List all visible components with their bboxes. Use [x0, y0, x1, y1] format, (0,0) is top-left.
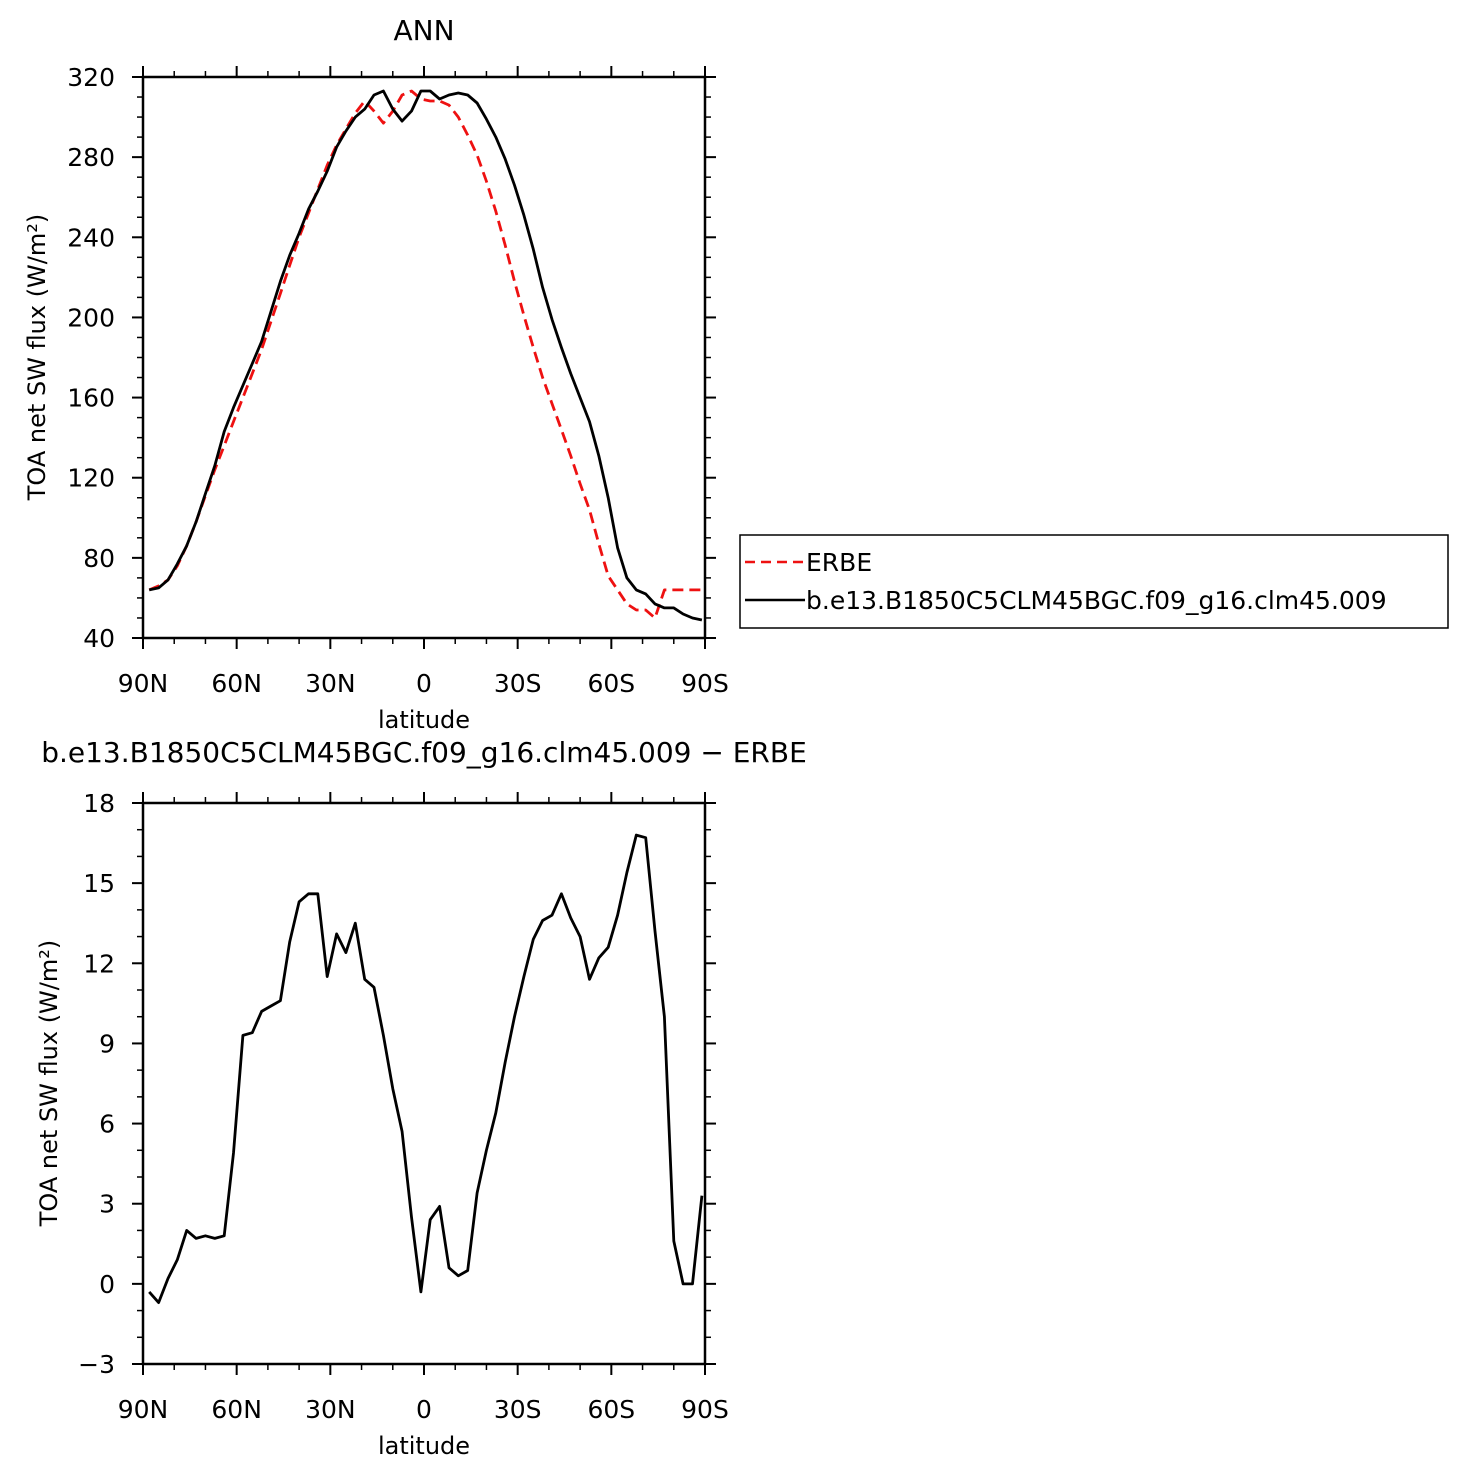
bottom-x-tick-label: 30N [305, 1395, 356, 1424]
bottom-x-axis-label: latitude [378, 1432, 470, 1460]
legend: ERBE b.e13.B1850C5CLM45BGC.f09_g16.clm45… [739, 534, 1449, 629]
top-x-axis-label: latitude [378, 706, 470, 734]
top-series [148, 89, 703, 622]
top-x-tick-label: 60S [587, 669, 635, 698]
top-y-tick-label: 280 [67, 143, 115, 172]
top-y-tick-label: 40 [83, 624, 115, 653]
top-panel: ANN latitude TOA net SW flux (W/m²) 90N 6… [23, 14, 729, 734]
bottom-panel: b.e13.B1850C5CLM45BGC.f09_g16.clm45.009 … [35, 736, 807, 1460]
bottom-title: b.e13.B1850C5CLM45BGC.f09_g16.clm45.009 … [41, 736, 807, 769]
bottom-y-axis-label: TOA net SW flux (W/m²) [35, 940, 63, 1228]
bottom-ticks: 90N 60N 30N 0 30S 60S 90S −3 0 3 6 9 12 15 18 [78, 789, 729, 1424]
bottom-x-tick-label: 90S [681, 1395, 729, 1424]
top-series-line-1 [148, 89, 703, 622]
top-y-tick-label: 80 [83, 544, 115, 573]
top-y-tick-label: 120 [67, 464, 115, 493]
bottom-y-tick-label: 3 [99, 1190, 115, 1219]
top-y-tick-label: 160 [67, 384, 115, 413]
top-y-tick-label: 200 [67, 303, 115, 332]
bottom-series-line-0 [148, 833, 704, 1304]
legend-label-model: b.e13.B1850C5CLM45BGC.f09_g16.clm45.009 [806, 586, 1387, 615]
top-x-tick-label: 60N [211, 669, 262, 698]
legend-label-erbe: ERBE [806, 548, 872, 577]
top-x-tick-label: 0 [416, 669, 432, 698]
bottom-x-tick-label: 0 [416, 1395, 432, 1424]
top-ticks: 90N 60N 30N 0 30S 60S 90S 40 80 120 160 200 240 280 32… [67, 63, 729, 698]
legend-box [739, 534, 1449, 629]
bottom-x-tick-label: 60S [587, 1395, 635, 1424]
bottom-y-tick-label: 15 [83, 869, 115, 898]
top-plot-frame [141, 75, 707, 640]
top-x-tick-label: 30S [494, 669, 542, 698]
bottom-y-tick-label: 9 [99, 1029, 115, 1058]
bottom-x-tick-label: 30S [494, 1395, 542, 1424]
top-series-line-0 [148, 89, 702, 620]
top-x-tick-label: 30N [305, 669, 356, 698]
top-title: ANN [393, 14, 454, 47]
top-y-tick-label: 320 [67, 63, 115, 92]
bottom-y-tick-label: 12 [83, 949, 115, 978]
bottom-plot-frame [141, 801, 707, 1366]
top-y-tick-label: 240 [67, 223, 115, 252]
bottom-y-tick-label: 0 [99, 1270, 115, 1299]
bottom-x-tick-label: 90N [118, 1395, 169, 1424]
bottom-x-tick-label: 60N [211, 1395, 262, 1424]
bottom-series [148, 833, 704, 1304]
bottom-y-tick-label: −3 [78, 1350, 115, 1379]
top-x-tick-label: 90S [681, 669, 729, 698]
top-y-axis-label: TOA net SW flux (W/m²) [23, 214, 51, 502]
bottom-y-tick-label: 6 [99, 1110, 115, 1139]
top-x-tick-label: 90N [118, 669, 169, 698]
bottom-y-tick-label: 18 [83, 789, 115, 818]
